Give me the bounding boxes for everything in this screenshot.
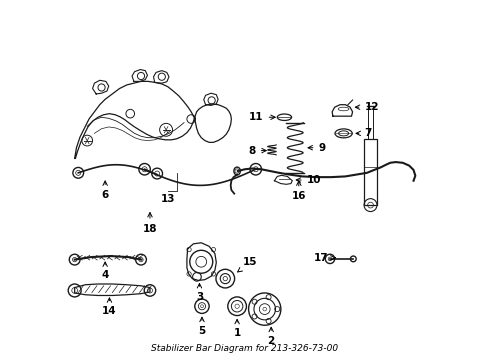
- Text: 1: 1: [234, 319, 241, 338]
- Text: 11: 11: [249, 112, 275, 122]
- Text: 14: 14: [102, 298, 117, 316]
- Text: 7: 7: [356, 129, 372, 138]
- Text: 4: 4: [101, 262, 109, 280]
- Text: 13: 13: [161, 194, 175, 204]
- Text: 6: 6: [101, 181, 109, 200]
- Text: 9: 9: [308, 143, 326, 153]
- Text: 8: 8: [248, 145, 266, 156]
- Bar: [368, 107, 373, 139]
- Bar: [364, 139, 377, 205]
- Text: Stabilizer Bar Diagram for 213-326-73-00: Stabilizer Bar Diagram for 213-326-73-00: [151, 344, 339, 353]
- Text: 2: 2: [268, 327, 275, 346]
- Text: 5: 5: [198, 317, 206, 336]
- Text: 12: 12: [355, 102, 379, 112]
- Text: 3: 3: [196, 284, 203, 302]
- Text: 10: 10: [296, 175, 321, 185]
- Text: 15: 15: [238, 257, 258, 272]
- Text: 16: 16: [292, 181, 306, 202]
- Text: 17: 17: [314, 253, 335, 263]
- Text: 18: 18: [143, 212, 157, 234]
